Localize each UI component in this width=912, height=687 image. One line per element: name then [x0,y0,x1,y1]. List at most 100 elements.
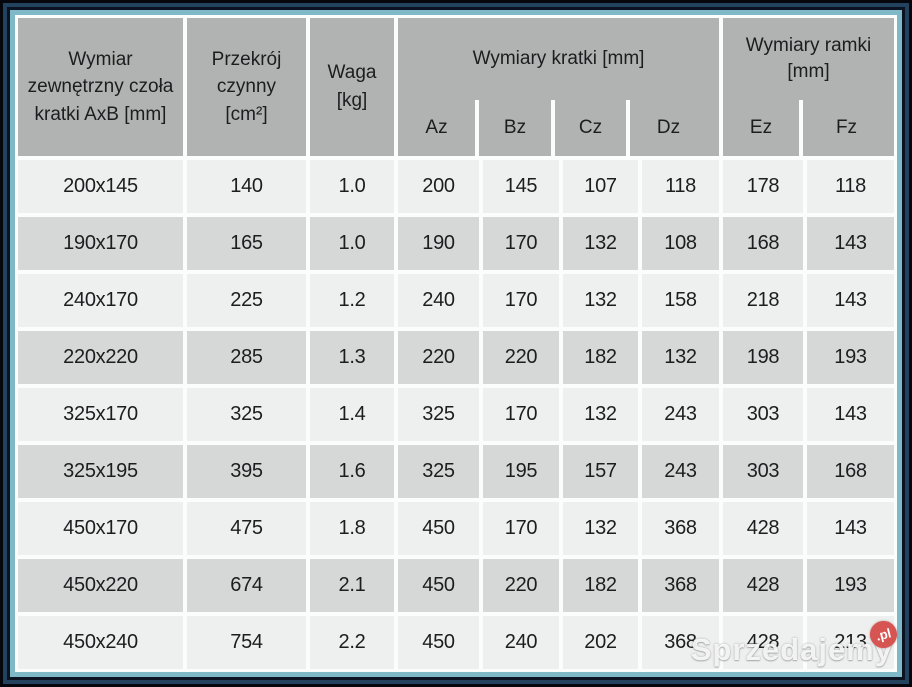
table-cell: 450x170 [18,502,183,555]
table-row: 450x220 674 2.1 450 220 182 368 428 193 [18,559,894,612]
table-cell: 193 [807,331,894,384]
table-cell: 1.3 [310,331,394,384]
table-cell: 132 [642,331,719,384]
table-cell: 182 [563,559,638,612]
table-row: 220x220 285 1.3 220 220 182 132 198 193 [18,331,894,384]
frame-navy-layer: Wymiar zewnętrzny czoła kratki AxB [mm] … [3,3,909,684]
subheader-bz: Bz [479,100,555,156]
table-cell: 450 [398,616,479,669]
table-cell: 428 [723,616,803,669]
table-cell: 220 [398,331,479,384]
table-cell: 108 [642,217,719,270]
table-cell: 325 [398,445,479,498]
subheader-az: Az [398,100,479,156]
table-cell: 2.2 [310,616,394,669]
table-cell: 157 [563,445,638,498]
table-cell: 143 [807,388,894,441]
table-cell: 168 [807,445,894,498]
subheader-fz: Fz [835,117,858,138]
header-group-grille-title: Wymiary kratki [mm] [472,48,645,70]
table-body: 200x145 140 1.0 200 145 107 118 178 118 190x170 16… [18,160,894,669]
table-cell: 674 [187,559,306,612]
header-active-cross-section: Przekrój czynny [cm²] [187,18,306,156]
spec-table: Wymiar zewnętrzny czoła kratki AxB [mm] … [15,15,900,672]
table-cell: 195 [483,445,559,498]
table-cell: 243 [642,445,719,498]
table-cell: 428 [723,502,803,555]
table-cell: 450x220 [18,559,183,612]
table-row: 325x195 395 1.6 325 195 157 243 303 168 [18,445,894,498]
table-cell: 2.1 [310,559,394,612]
table-cell: 240x170 [18,274,183,327]
table-cell: 1.0 [310,160,394,213]
table-cell: 145 [483,160,559,213]
subheader-row-grille: Az Bz Cz Dz [398,100,719,156]
table-cell: 243 [642,388,719,441]
header-group-frame-title: Wymiary ramki [mm] [745,35,872,82]
table-cell: 200x145 [18,160,183,213]
table-cell: 140 [187,160,306,213]
table-cell: 450x240 [18,616,183,669]
table-row: 200x145 140 1.0 200 145 107 118 178 118 [18,160,894,213]
table-row: 450x240 754 2.2 450 240 202 368 428 213 [18,616,894,669]
frame-teal-layer: Wymiar zewnętrzny czoła kratki AxB [mm] … [10,10,902,677]
table-cell: 754 [187,616,306,669]
table-cell: 368 [642,616,719,669]
table-cell: 158 [642,274,719,327]
table-cell: 303 [723,445,803,498]
header-group-grille-dimensions: Wymiary kratki [mm] Az Bz Cz Dz [398,18,719,156]
header-weight: Waga [kg] [310,18,394,156]
header-outer-dimension: Wymiar zewnętrzny czoła kratki AxB [mm] [18,18,183,156]
table-cell: 182 [563,331,638,384]
table-cell: 220 [483,331,559,384]
table-cell: 368 [642,502,719,555]
table-cell: 170 [483,274,559,327]
table-row: 240x170 225 1.2 240 170 132 158 218 143 [18,274,894,327]
table-cell: 118 [642,160,719,213]
table-cell: 395 [187,445,306,498]
table-cell: 143 [807,217,894,270]
table-cell: 325x195 [18,445,183,498]
table-cell: 325 [398,388,479,441]
table-cell: 190 [398,217,479,270]
table-cell: 190x170 [18,217,183,270]
table-cell: 1.8 [310,502,394,555]
table-cell: 1.2 [310,274,394,327]
table-cell: 1.4 [310,388,394,441]
table-cell: 220x220 [18,331,183,384]
subheader-dz: Dz [656,117,681,138]
table-cell: 143 [807,502,894,555]
table-cell: 132 [563,274,638,327]
table-cell: 450 [398,559,479,612]
table-cell: 132 [563,217,638,270]
table-cell: 132 [563,388,638,441]
table-cell: 325 [187,388,306,441]
table-cell: 1.6 [310,445,394,498]
table-header: Wymiar zewnętrzny czoła kratki AxB [mm] … [18,18,894,156]
subheader-row-frame: Ez Fz [723,100,894,156]
table-cell: 218 [723,274,803,327]
table-cell: 213 [807,616,894,669]
table-cell: 170 [483,217,559,270]
table-cell: 220 [483,559,559,612]
table-cell: 168 [723,217,803,270]
table-cell: 132 [563,502,638,555]
table-cell: 1.0 [310,217,394,270]
table-cell: 240 [483,616,559,669]
table-cell: 285 [187,331,306,384]
table-cell: 368 [642,559,719,612]
table-row: 450x170 475 1.8 450 170 132 368 428 143 [18,502,894,555]
table-cell: 170 [483,502,559,555]
table-cell: 170 [483,388,559,441]
table-cell: 193 [807,559,894,612]
table-cell: 240 [398,274,479,327]
table-cell: 143 [807,274,894,327]
table-cell: 165 [187,217,306,270]
table-cell: 450 [398,502,479,555]
table-cell: 225 [187,274,306,327]
table-cell: 428 [723,559,803,612]
subheader-cz: Cz [555,100,630,156]
table-cell: 178 [723,160,803,213]
header-group-frame-dimensions: Wymiary ramki [mm] Ez Fz [723,18,894,156]
table-cell: 325x170 [18,388,183,441]
